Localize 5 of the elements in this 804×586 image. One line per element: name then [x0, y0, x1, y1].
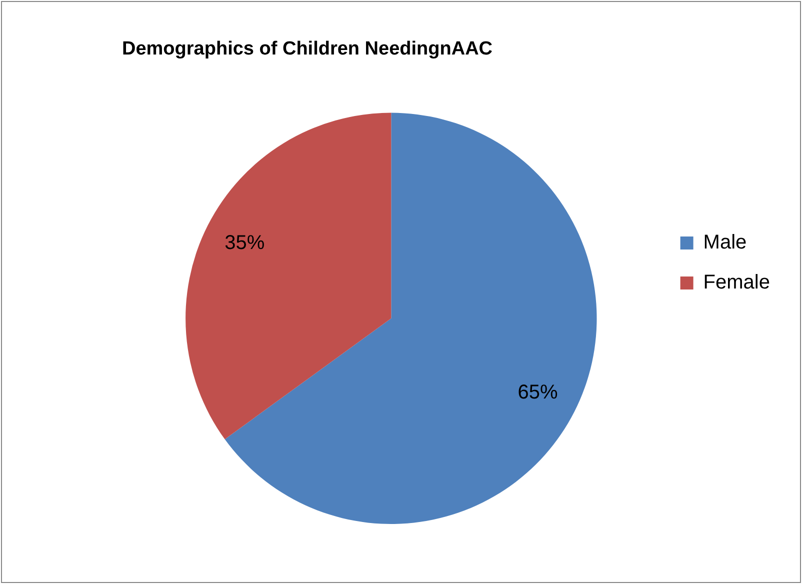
data-label: 65%	[518, 382, 558, 404]
data-label: 35%	[224, 232, 265, 254]
legend-label: Female	[703, 272, 770, 294]
chart-title: Demographics of Children NeedingnAAC	[122, 38, 493, 60]
legend-label: Male	[703, 232, 747, 254]
